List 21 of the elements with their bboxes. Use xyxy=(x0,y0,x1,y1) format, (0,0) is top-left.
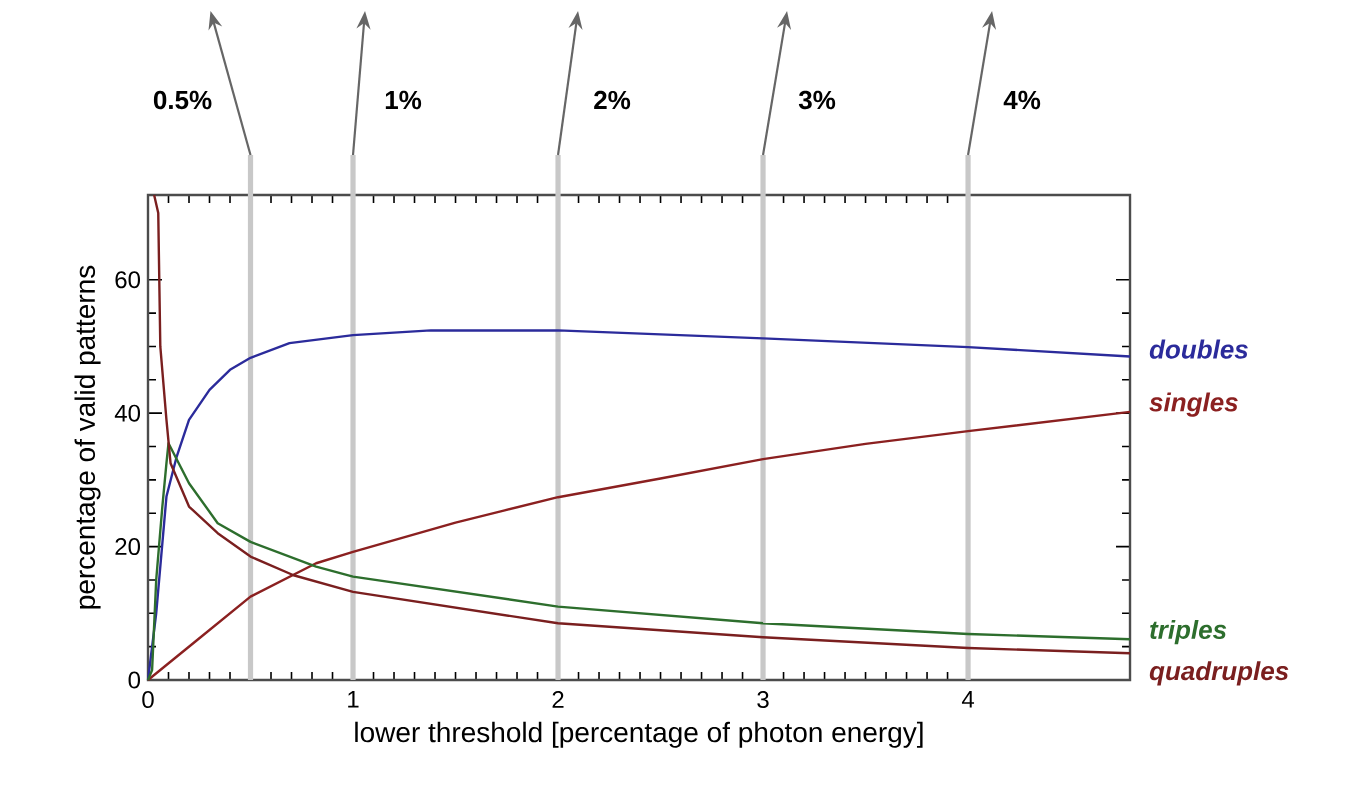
ref-line-label: 0.5% xyxy=(153,90,212,110)
x-tick-label: 2 xyxy=(552,691,564,708)
y-tick-label: 40 xyxy=(114,404,141,422)
x-tick-label: 4 xyxy=(961,691,975,708)
ref-line-label: 3% xyxy=(798,90,836,110)
y-tick-label: 60 xyxy=(115,271,141,289)
ref-line-label: 4% xyxy=(1003,90,1041,110)
line-series xyxy=(152,193,1132,655)
ref-line-label: 2% xyxy=(594,90,631,110)
x-tick-label: 0 xyxy=(142,691,154,709)
y-tick-label: 20 xyxy=(115,538,141,556)
series-label: quadruples xyxy=(1149,661,1289,686)
x-axis-title: lower threshold [percentage of photon energy] xyxy=(355,721,923,748)
x-tick-label: 1 xyxy=(348,691,359,708)
ref-line-label: 1% xyxy=(385,90,422,110)
x-tick-label: 3 xyxy=(757,691,769,709)
series-label: singles xyxy=(1149,392,1238,417)
y-tick-label: 0 xyxy=(128,671,141,689)
series-label: triples xyxy=(1150,619,1227,645)
y-axis-title: percentage of valid patterns xyxy=(74,265,101,609)
series-label: doubles xyxy=(1149,339,1248,359)
